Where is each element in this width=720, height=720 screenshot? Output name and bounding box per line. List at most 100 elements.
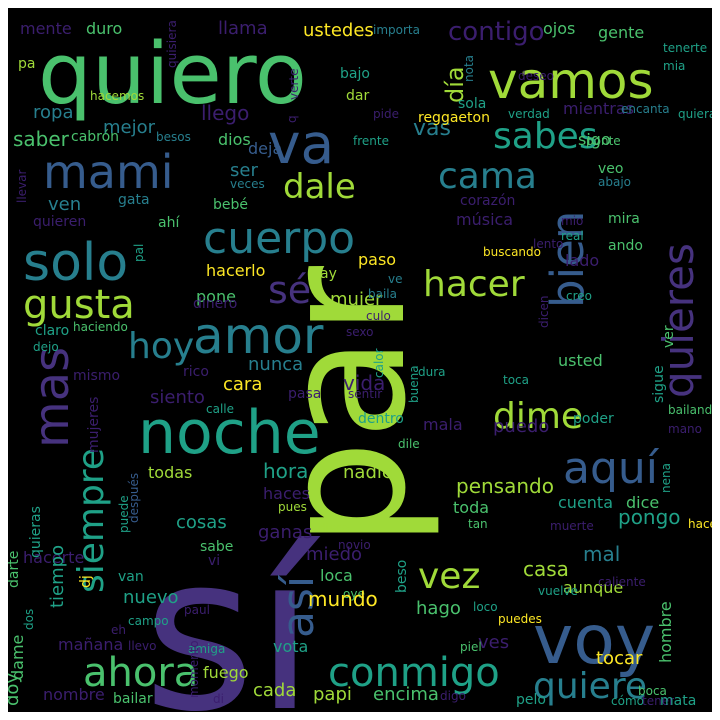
cloud-word-43: deja [248,139,282,158]
cloud-word-9: solo [23,233,128,293]
cloud-word-85: pone [196,287,236,306]
cloud-word-146: muerte [550,519,594,533]
cloud-word-128: pensando [456,474,554,498]
cloud-word-37: gata [118,192,150,208]
cloud-word-97: haciendo [73,320,128,334]
cloud-word-16: cuerpo [203,213,355,264]
cloud-word-194: saber [13,127,70,151]
cloud-word-174: llevo [128,639,157,653]
cloud-word-144: disco [318,521,349,535]
cloud-word-187: momento [187,640,201,698]
cloud-word-100: da [373,348,393,367]
cloud-word-147: beso [394,560,410,593]
cloud-word-87: mujer [330,289,383,310]
cloud-word-24: vez [418,556,480,597]
cloud-background [8,8,712,712]
cloud-word-83: ay [320,266,337,282]
cloud-word-77: ando [608,238,643,254]
cloud-word-45: mientras [563,99,634,118]
cloud-word-140: pongo [618,505,681,529]
cloud-word-93: quieren [33,214,86,230]
cloud-word-15: va [268,112,334,176]
cloud-word-136: quieras [28,506,44,558]
cloud-word-118: poder [573,411,614,427]
cloud-word-74: mio [561,214,583,228]
cloud-word-21: hacer [423,264,525,305]
cloud-word-156: dame [8,635,27,680]
cloud-word-178: tocar [596,648,643,669]
cloud-word-101: usted [558,351,603,370]
cloud-word-67: frente [353,134,389,148]
cloud-word-189: digo [440,689,466,703]
cloud-word-34: ven [48,194,81,215]
cloud-word-176: vota [273,637,308,656]
cloud-word-145: novio [338,538,371,552]
cloud-word-59: bajo [340,66,370,82]
cloud-word-102: mismo [73,368,120,384]
cloud-word-139: tan [468,517,488,531]
cloud-word-186: bailar [113,691,153,707]
cloud-word-49: mente [20,19,72,38]
cloud-word-126: todas [148,463,192,482]
cloud-word-68: pide [373,107,399,121]
cloud-word-117: buena [407,365,421,403]
cloud-word-3: noche [138,398,321,468]
cloud-word-150: vi [208,553,220,569]
cloud-word-64: mia [663,59,685,73]
cloud-word-27: quiere [533,666,647,707]
cloud-word-137: puede [117,495,131,533]
cloud-word-127: después [127,473,141,523]
cloud-word-32: mejor [103,117,156,138]
cloud-word-17: aquí [563,443,660,494]
cloud-word-121: mala [423,415,463,434]
cloud-word-26: hoy [128,326,194,367]
cloud-word-95: llevar [15,169,29,203]
cloud-word-33: ser [230,160,258,181]
cloud-word-61: sola [458,96,486,112]
cloud-word-160: oye [343,587,365,601]
cloud-word-197: quiera [678,107,712,121]
cloud-word-132: pues [278,500,307,514]
cloud-word-91: culo [366,309,391,323]
cloud-word-46: sigo [578,130,611,149]
cloud-word-89: creo [566,289,592,303]
cloud-word-168: paul [184,603,210,617]
cloud-word-98: dejo [33,340,59,354]
cloud-word-81: paso [358,250,396,269]
cloud-word-50: duro [86,19,122,38]
cloud-word-10: amor [193,307,324,365]
cloud-word-69: verdad [508,107,550,121]
cloud-word-8: vamos [488,52,654,110]
cloud-word-2: quiero [38,25,307,124]
cloud-word-112: sigue [651,365,667,403]
cloud-word-129: toda [453,498,489,517]
cloud-word-188: di [213,692,224,706]
cloud-word-28: sé [268,268,311,312]
cloud-word-173: eh [111,623,126,637]
cloud-word-165: hago [416,598,461,619]
word-cloud: sí par quiero noche voy conmigo ahora bien vamos… [8,8,712,712]
cloud-word-196: verte [287,68,301,100]
cloud-word-47: corazón [460,193,515,209]
cloud-word-177: piel [460,640,482,654]
cloud-word-7: bien [541,211,594,308]
cloud-word-111: ver [661,325,677,348]
cloud-word-124: hora [263,459,308,483]
cloud-word-56: pa [18,56,35,72]
cloud-word-25: así [273,574,324,638]
cloud-word-125: nadie [343,462,393,483]
cloud-word-130: nena [659,463,673,493]
cloud-word-179: doy [8,673,23,706]
cloud-word-57: quisiera [165,20,179,68]
cloud-word-88: baila [368,287,397,301]
cloud-word-190: pelo [516,692,546,708]
cloud-word-105: cara [223,374,262,395]
cloud-word-185: nombre [43,685,105,704]
cloud-word-55: gente [598,23,644,42]
cloud-word-48: veo [598,161,623,177]
cloud-word-143: ganas [258,522,312,543]
cloud-word-164: mundo [308,587,378,611]
cloud-word-52: ustedes [303,20,374,41]
cloud-word-51: llama [218,18,268,39]
cloud-word-40: cabrón [71,129,119,145]
